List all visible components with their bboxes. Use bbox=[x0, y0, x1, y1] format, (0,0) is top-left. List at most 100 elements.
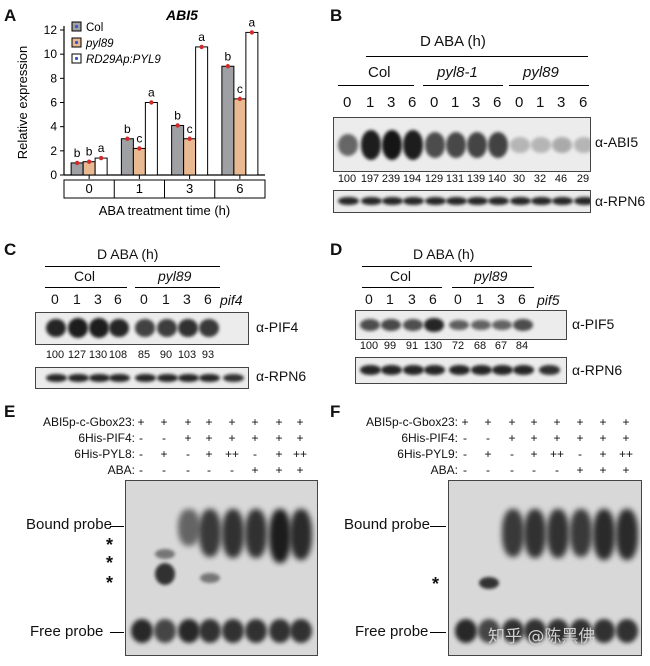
quant-value: 130 bbox=[423, 340, 443, 352]
emsa-row-mark: + bbox=[205, 415, 213, 429]
a-category-label: 3 bbox=[186, 181, 193, 196]
panel-c-target-label: α-PIF4 bbox=[256, 319, 299, 335]
blot-band bbox=[424, 196, 446, 206]
blot-band bbox=[552, 136, 572, 154]
panel-d-target-label: α-PIF5 bbox=[572, 316, 615, 332]
panel-d-loading-label: α-RPN6 bbox=[572, 362, 623, 378]
blot-band bbox=[510, 137, 530, 153]
emsa-row-label: 6His-PIF4: bbox=[401, 431, 458, 445]
a-y-tick-label: 2 bbox=[50, 144, 57, 158]
blot-band bbox=[177, 373, 199, 383]
a-point bbox=[249, 30, 255, 35]
emsa-row-mark: + bbox=[484, 447, 492, 461]
blot-band bbox=[338, 133, 358, 157]
a-bar-Col-1 bbox=[120, 138, 134, 176]
emsa-row-mark: - bbox=[463, 463, 467, 477]
panel-c-group-line-2 bbox=[135, 287, 220, 288]
blot-band bbox=[530, 196, 552, 206]
blot-band bbox=[156, 373, 178, 383]
time-label: 0 bbox=[430, 94, 439, 111]
time-label: 0 bbox=[365, 291, 373, 307]
free-probe-band bbox=[222, 619, 244, 643]
panel-f-star-1: * bbox=[432, 574, 440, 594]
time-label: 1 bbox=[451, 94, 460, 111]
a-point bbox=[199, 44, 204, 50]
blot-band bbox=[382, 130, 402, 160]
emsa-row-mark: - bbox=[253, 447, 257, 461]
complex-band bbox=[479, 577, 499, 589]
blot-band bbox=[513, 319, 533, 331]
blot-band bbox=[109, 318, 129, 338]
a-y-tick-label: 12 bbox=[44, 23, 58, 37]
bound-probe-band bbox=[570, 509, 592, 557]
quant-value: 68 bbox=[473, 340, 487, 352]
time-label: 6 bbox=[493, 94, 502, 111]
panel-c-group-pyl89: pyl89 bbox=[158, 268, 192, 284]
panel-b-target-label: α-ABI5 bbox=[595, 134, 639, 150]
blot-band bbox=[68, 318, 88, 338]
emsa-row-mark: + bbox=[461, 415, 469, 429]
quant-value: 29 bbox=[576, 173, 590, 185]
time-label: 3 bbox=[408, 291, 416, 307]
blot-band bbox=[360, 196, 382, 206]
free-probe-band bbox=[478, 619, 500, 643]
free-probe-band bbox=[131, 619, 153, 643]
blot-band bbox=[157, 319, 177, 337]
panel-f-free-label: Free probe bbox=[355, 623, 429, 640]
panel-f-label: F bbox=[330, 402, 341, 421]
free-probe-band bbox=[245, 619, 267, 643]
bound-probe-band bbox=[524, 509, 546, 559]
blot-band bbox=[470, 365, 492, 375]
a-bar-pyl89-3 bbox=[183, 138, 197, 176]
panel-b-group-line-2 bbox=[423, 85, 503, 86]
emsa-row-mark: + bbox=[599, 415, 607, 429]
emsa-row-mark: - bbox=[463, 431, 467, 445]
emsa-row-label: 6His-PYL9: bbox=[397, 447, 458, 461]
panel-c-label: C bbox=[4, 240, 17, 259]
quant-value: 99 bbox=[383, 340, 397, 352]
a-letter: a bbox=[148, 86, 155, 100]
a-bar-RD29Ap:PYL9-0 bbox=[94, 157, 108, 176]
panel-a-label: A bbox=[4, 6, 17, 25]
a-point bbox=[225, 64, 231, 69]
emsa-row-mark: - bbox=[486, 463, 490, 477]
complex-band bbox=[155, 563, 175, 585]
a-y-tick-label: 4 bbox=[50, 120, 57, 134]
blot-band bbox=[488, 132, 508, 158]
emsa-row-mark: + bbox=[205, 447, 213, 461]
time-label: 6 bbox=[518, 291, 526, 307]
a-bar-RD29Ap:PYL9-1 bbox=[144, 102, 158, 176]
emsa-row-mark: + bbox=[137, 415, 145, 429]
emsa-row-mark: + bbox=[296, 431, 304, 445]
a-bar-RD29Ap:PYL9-6 bbox=[245, 31, 259, 176]
panel-d-pif5-blot bbox=[355, 310, 567, 340]
blot-band bbox=[89, 318, 109, 338]
a-letter: b bbox=[225, 49, 232, 63]
emsa-row-label: ABA: bbox=[430, 463, 458, 477]
a-letter: b bbox=[124, 122, 131, 136]
blot-band bbox=[178, 318, 198, 338]
a-category-label: 1 bbox=[136, 181, 143, 196]
a-bar-Col-6 bbox=[221, 65, 235, 176]
panel-f-bound-tick bbox=[430, 526, 446, 527]
panel-d-title-line bbox=[362, 266, 532, 267]
emsa-row-mark: + bbox=[599, 463, 607, 477]
panel-f-free-tick bbox=[430, 632, 446, 633]
panel-b-title-line bbox=[366, 56, 588, 57]
free-probe-band bbox=[502, 619, 524, 643]
emsa-row-mark: - bbox=[186, 447, 190, 461]
panel-b-label: B bbox=[330, 6, 343, 25]
quant-value: 91 bbox=[405, 340, 419, 352]
panel-e-bound-tick bbox=[110, 526, 124, 527]
blot-band bbox=[446, 132, 466, 158]
quant-value: 130 bbox=[88, 349, 108, 361]
time-label: 0 bbox=[454, 291, 462, 307]
a-y-label: Relative expression bbox=[15, 46, 30, 159]
a-letter: b bbox=[86, 145, 93, 159]
time-label: 1 bbox=[366, 94, 375, 111]
quant-value: 103 bbox=[177, 349, 197, 361]
blot-band bbox=[199, 319, 219, 337]
emsa-row-mark: + bbox=[160, 447, 168, 461]
blot-band bbox=[46, 318, 66, 338]
emsa-row-mark: + bbox=[484, 415, 492, 429]
